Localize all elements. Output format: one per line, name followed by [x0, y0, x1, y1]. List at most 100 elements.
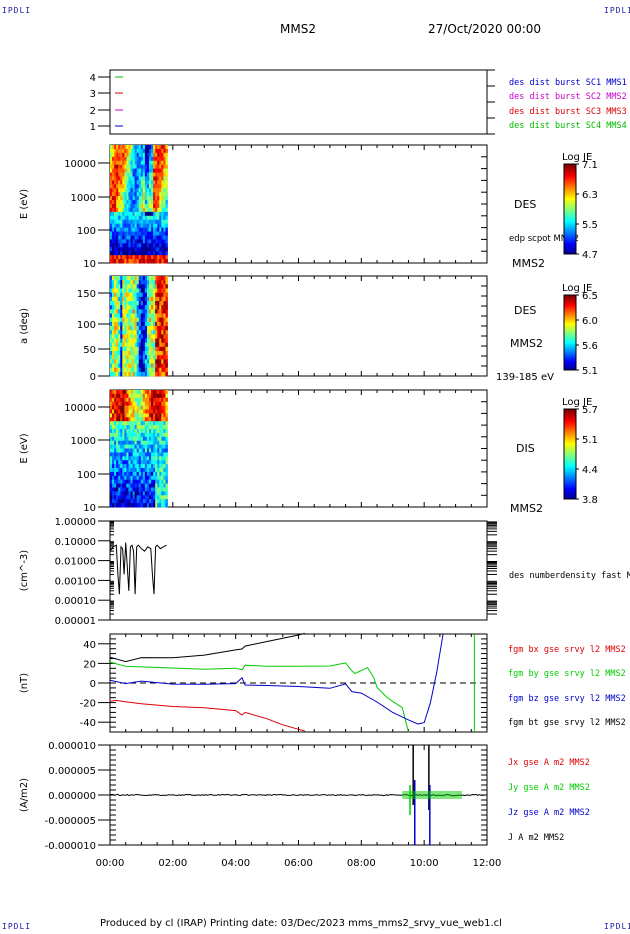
- heatmap-cell: [144, 235, 148, 240]
- heatmap-cell: [118, 460, 121, 465]
- heatmap-cell: [159, 148, 162, 154]
- heatmap-cell: [161, 334, 164, 339]
- heatmap-cell: [118, 452, 121, 457]
- heatmap-cell: [124, 479, 127, 484]
- heatmap-cell: [112, 219, 115, 225]
- heatmap-cell: [138, 219, 142, 225]
- heatmap-cell: [118, 168, 121, 173]
- heatmap-cell: [110, 247, 113, 252]
- heatmap-cell: [165, 288, 168, 294]
- heatmap-cell: [116, 255, 119, 260]
- heatmap-cell: [122, 192, 125, 197]
- heatmap-cell: [128, 417, 131, 422]
- heatmap-cell: [153, 207, 156, 213]
- heatmap-cell: [110, 235, 113, 240]
- heatmap-cell: [161, 367, 164, 373]
- heatmap-cell: [122, 468, 125, 473]
- heatmap-cell: [140, 432, 144, 438]
- heatmap-cell: [149, 460, 152, 465]
- heatmap-cell: [114, 421, 117, 426]
- heatmap-cell: [112, 452, 115, 457]
- heatmap-cell: [159, 168, 162, 173]
- colorbar-cell: [564, 368, 576, 371]
- heatmap-cell: [144, 409, 148, 414]
- heatmap-cell: [130, 313, 133, 319]
- heatmap-cell: [149, 330, 152, 335]
- heatmap-cell: [163, 192, 166, 197]
- heatmap-cell: [130, 342, 133, 348]
- heatmap-cell: [142, 440, 146, 445]
- heatmap-cell: [136, 491, 140, 496]
- heatmap-cell: [134, 219, 138, 225]
- heatmap-cell: [110, 342, 113, 348]
- heatmap-cell: [126, 309, 129, 314]
- heatmap-cell: [124, 405, 127, 410]
- heatmap-cell: [146, 444, 150, 449]
- heatmap-cell: [153, 432, 156, 438]
- heatmap-cell: [118, 390, 121, 395]
- heatmap-cell: [116, 204, 119, 209]
- colorbar-cell: [564, 222, 576, 226]
- heatmap-cell: [157, 227, 160, 232]
- heatmap-cell: [140, 436, 144, 442]
- heatmap-cell: [146, 487, 150, 492]
- heatmap-cell: [153, 284, 156, 289]
- heatmap-cell: [138, 483, 142, 488]
- heatmap-cell: [128, 413, 131, 418]
- heatmap-cell: [128, 160, 131, 166]
- heatmap-cell: [140, 184, 144, 189]
- heatmap-cell: [120, 326, 123, 331]
- heatmap-cell: [151, 401, 154, 406]
- heatmap-cell: [130, 168, 133, 173]
- heatmap-cell: [130, 440, 133, 445]
- heatmap-cell: [126, 243, 129, 248]
- heatmap-cell: [149, 227, 152, 232]
- heatmap-cell: [116, 468, 119, 473]
- heatmap-cell: [112, 405, 115, 410]
- heatmap-cell: [159, 211, 162, 217]
- current-noise-band: [402, 791, 462, 799]
- heatmap-cell: [112, 359, 115, 364]
- heatmap-cell: [124, 397, 127, 403]
- heatmap-cell: [136, 180, 140, 185]
- heatmap-cell: [155, 184, 158, 189]
- heatmap-cell: [165, 211, 168, 217]
- heatmap-cell: [118, 301, 121, 306]
- heatmap-cell: [157, 397, 160, 403]
- heatmap-cell: [110, 321, 113, 327]
- heatmap-cell: [130, 436, 133, 442]
- panel-2-ylabel: E (eV): [19, 189, 30, 219]
- heatmap-cell: [161, 239, 164, 244]
- heatmap-cell: [149, 196, 152, 201]
- heatmap-cell: [114, 168, 117, 173]
- heatmap-cell: [144, 207, 148, 213]
- heatmap-cell: [159, 200, 162, 205]
- heatmap-cell: [120, 223, 123, 228]
- heatmap-cell: [110, 444, 113, 449]
- colorbar-dis-energy: [564, 409, 576, 500]
- heatmap-cell: [120, 188, 123, 193]
- heatmap-cell: [149, 342, 152, 348]
- heatmap-cell: [163, 247, 166, 252]
- heatmap-cell: [159, 196, 162, 201]
- heatmap-cell: [144, 172, 148, 177]
- panel-6-ytick-label: -20: [80, 699, 96, 710]
- heatmap-cell: [118, 321, 121, 327]
- heatmap-cell: [157, 471, 160, 477]
- heatmap-cell: [114, 452, 117, 457]
- heatmap-cell: [161, 330, 164, 335]
- heatmap-cell: [112, 334, 115, 339]
- heatmap-cell: [155, 148, 158, 154]
- heatmap-cell: [149, 448, 152, 453]
- colorbar-cell: [564, 454, 576, 457]
- heatmap-cell: [116, 452, 119, 457]
- heatmap-cell: [130, 444, 133, 449]
- heatmap-cell: [114, 409, 117, 414]
- heatmap-cell: [138, 276, 142, 281]
- heatmap-cell: [122, 421, 125, 426]
- heatmap-cell: [132, 156, 136, 162]
- heatmap-cell: [138, 355, 142, 360]
- colorbar-cell: [564, 336, 576, 339]
- heatmap-cell: [110, 239, 113, 244]
- heatmap-cell: [122, 351, 125, 356]
